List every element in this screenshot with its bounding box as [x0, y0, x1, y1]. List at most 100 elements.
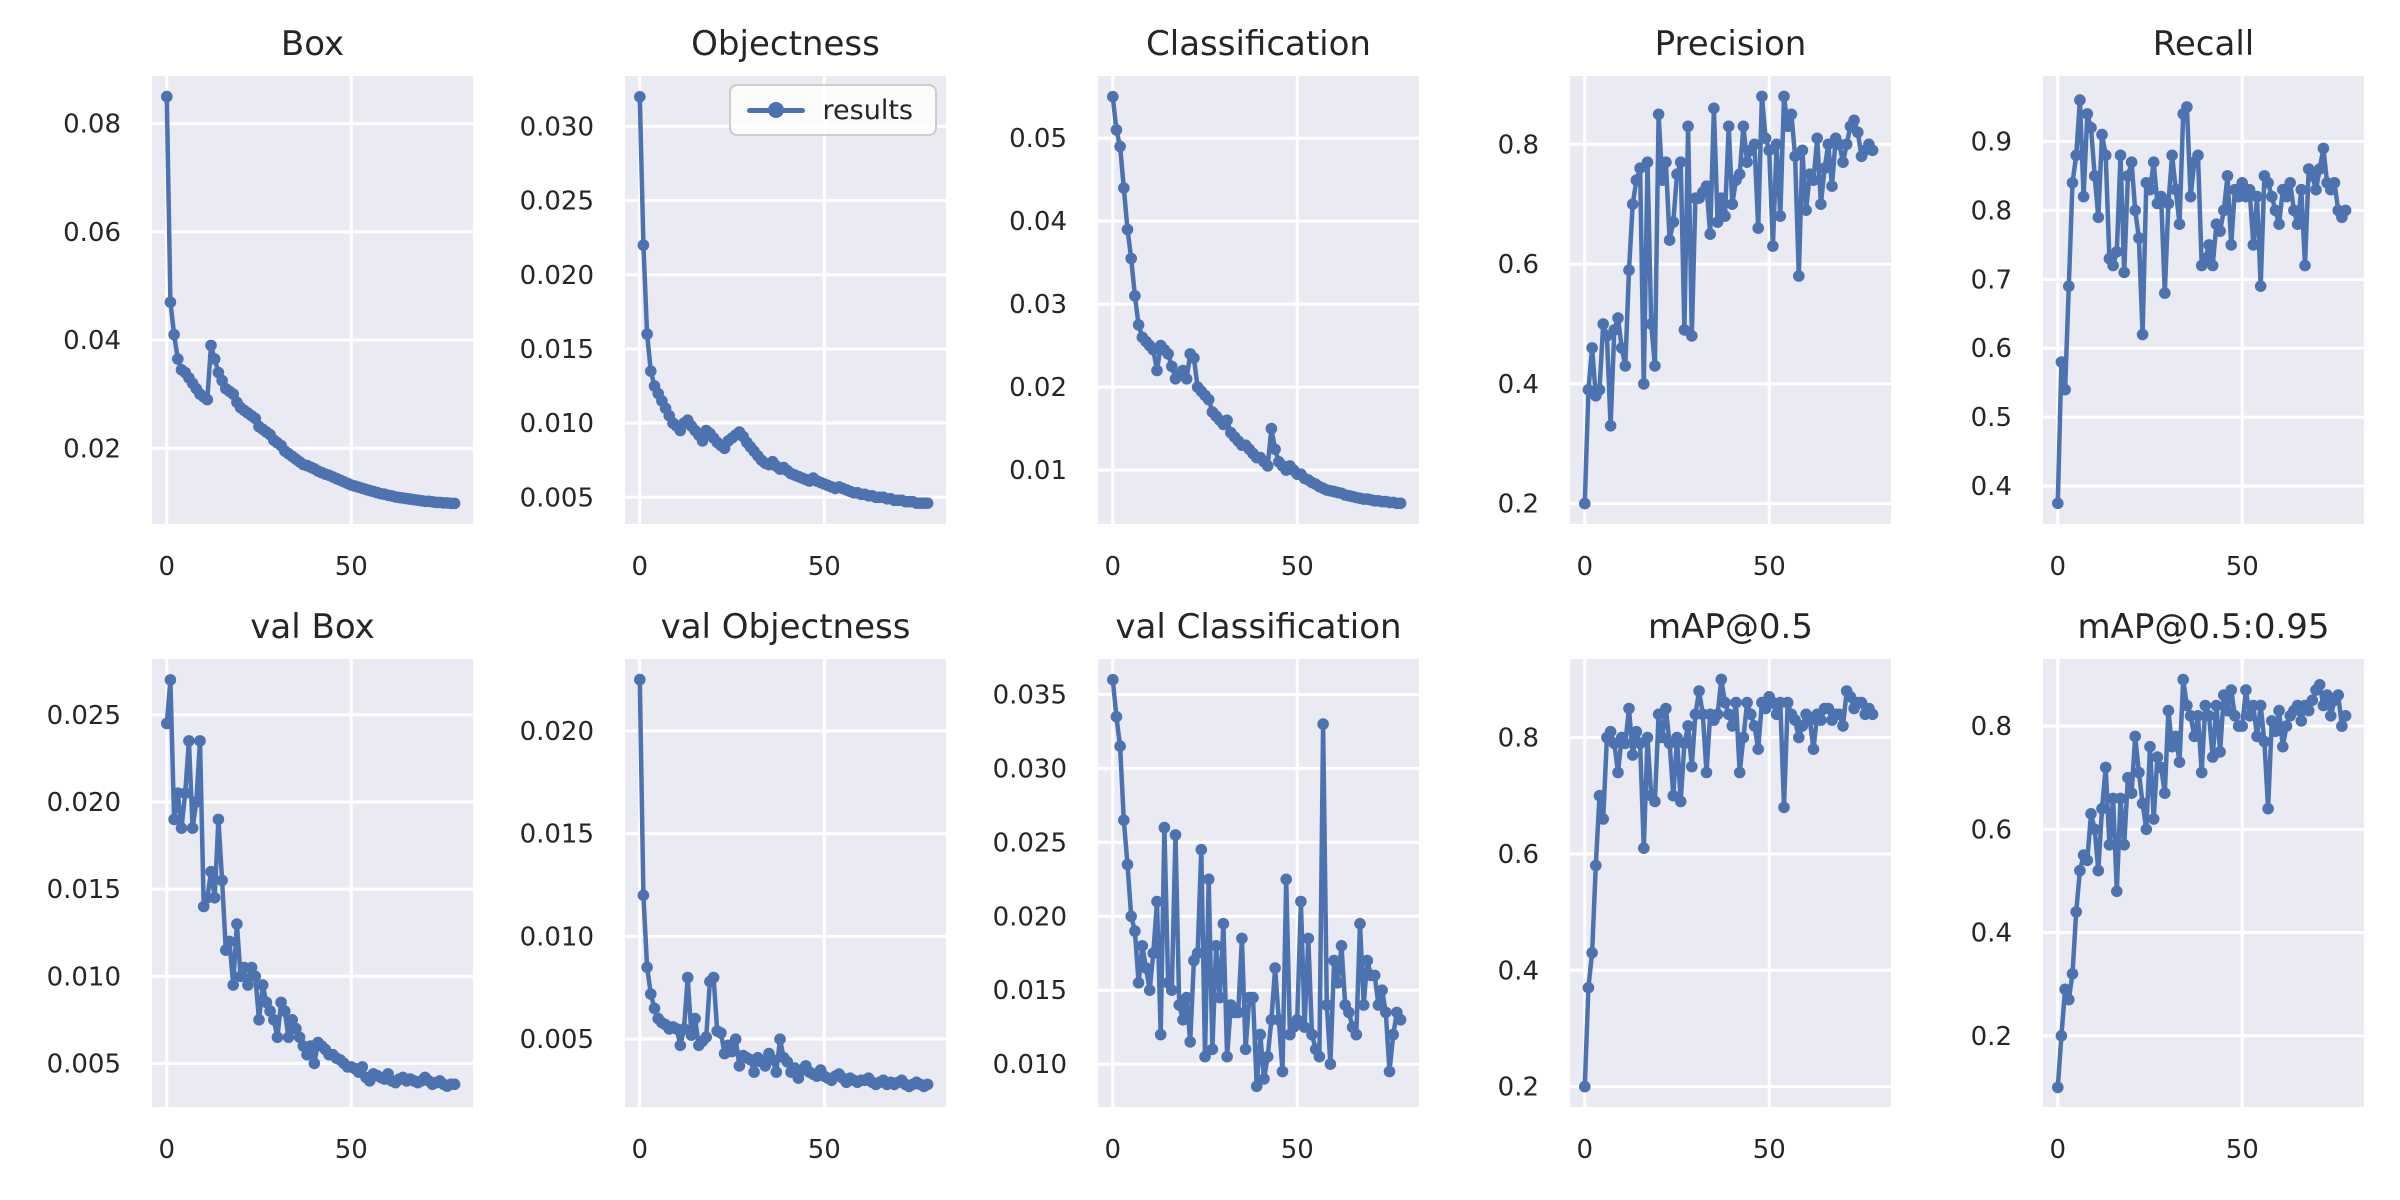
- series-markers: [161, 90, 461, 510]
- svg-text:0.6: 0.6: [1498, 840, 1539, 870]
- svg-text:0.4: 0.4: [1971, 472, 2012, 502]
- svg-text:0.2: 0.2: [1498, 490, 1539, 520]
- axes-background: [1098, 76, 1419, 524]
- gridlines: [625, 659, 946, 1107]
- chart-precision: 0.2 0.4 0.6 0.8 0 50: [1498, 76, 1891, 582]
- series-markers: [634, 673, 934, 1093]
- tick-labels: 0.02 0.04 0.06 0.08 0 50: [63, 110, 368, 582]
- axes-background: [625, 76, 946, 524]
- legend: results: [728, 84, 937, 136]
- axes-background: [152, 76, 473, 524]
- svg-text:0.2: 0.2: [1971, 1022, 2012, 1052]
- tick-labels: 0.005 0.010 0.015 0.020 0.025 0.030 0 50: [520, 112, 841, 582]
- svg-text:0.025: 0.025: [47, 701, 121, 731]
- svg-text:0.02: 0.02: [63, 434, 121, 464]
- chart-classification: 0.01 0.02 0.03 0.04 0.05 0 50: [1009, 76, 1419, 582]
- tick-labels: 0.005 0.010 0.015 0.020 0 50: [520, 717, 841, 1165]
- svg-text:0.6: 0.6: [1498, 250, 1539, 280]
- svg-text:50: 50: [1753, 1135, 1786, 1165]
- tick-labels: 0.005 0.010 0.015 0.020 0.025 0 50: [47, 701, 368, 1165]
- tick-labels: 0.2 0.4 0.6 0.8 0 50: [1498, 724, 1786, 1165]
- svg-text:0.6: 0.6: [1971, 815, 2012, 845]
- tick-labels: 0.2 0.4 0.6 0.8 0 50: [1971, 712, 2259, 1165]
- svg-text:0.020: 0.020: [520, 717, 594, 747]
- subplot-val-classification: val Classification 0.010 0.015 0.020 0.025 0…: [960, 583, 1440, 1183]
- svg-text:50: 50: [335, 1135, 368, 1165]
- svg-text:0.01: 0.01: [1009, 456, 1067, 486]
- svg-text:0.03: 0.03: [1009, 290, 1067, 320]
- subplot-title: val Box: [250, 607, 375, 647]
- svg-text:50: 50: [335, 552, 368, 582]
- svg-text:0.010: 0.010: [520, 409, 594, 439]
- svg-text:0.015: 0.015: [993, 976, 1067, 1006]
- svg-text:0.010: 0.010: [993, 1050, 1067, 1080]
- tick-labels: 0.010 0.015 0.020 0.025 0.030 0.035 0 50: [993, 680, 1314, 1165]
- svg-text:0.4: 0.4: [1971, 919, 2012, 949]
- svg-text:0.8: 0.8: [1498, 130, 1539, 160]
- series-markers: [1579, 90, 1879, 510]
- svg-text:0: 0: [1104, 1135, 1121, 1165]
- legend-dot-icon: [767, 102, 784, 118]
- subplot-classification: Classification 0.01 0.02 0.03 0.04 0.05 0 50: [960, 0, 1440, 600]
- svg-text:0.005: 0.005: [520, 1025, 594, 1055]
- tick-labels: 0.01 0.02 0.03 0.04 0.05 0 50: [1009, 124, 1314, 582]
- svg-text:0.8: 0.8: [1971, 712, 2012, 742]
- chart-map05: 0.2 0.4 0.6 0.8 0 50: [1498, 659, 1891, 1165]
- chart-val-objectness: 0.005 0.010 0.015 0.020 0 50: [520, 659, 946, 1165]
- axes-background: [2043, 76, 2364, 524]
- subplot-map05-095: mAP@0.5:0.95 0.2 0.4 0.6 0.8 0 50: [1905, 583, 2385, 1183]
- svg-text:0.030: 0.030: [520, 112, 594, 142]
- svg-text:50: 50: [1281, 1135, 1314, 1165]
- svg-text:0.02: 0.02: [1009, 373, 1067, 403]
- svg-text:0.05: 0.05: [1009, 124, 1067, 154]
- subplot-recall: Recall 0.4 0.5 0.6 0.7 0.8 0.9 0 50: [1905, 0, 2385, 600]
- legend-line-marker-icon: [746, 102, 805, 118]
- svg-text:0: 0: [158, 552, 175, 582]
- svg-text:0: 0: [1576, 552, 1593, 582]
- svg-text:0.08: 0.08: [63, 110, 121, 140]
- axes-background: [152, 659, 473, 1107]
- svg-text:0.025: 0.025: [993, 828, 1067, 858]
- svg-text:50: 50: [2226, 1135, 2259, 1165]
- svg-text:0.030: 0.030: [993, 754, 1067, 784]
- svg-text:0.8: 0.8: [1971, 196, 2012, 226]
- subplot-title: val Classification: [1115, 607, 1402, 647]
- svg-text:0: 0: [1576, 1135, 1593, 1165]
- svg-text:0: 0: [1104, 552, 1121, 582]
- series-markers: [2052, 673, 2352, 1094]
- svg-text:0.7: 0.7: [1971, 265, 2012, 295]
- svg-text:50: 50: [808, 1135, 841, 1165]
- subplot-title: Precision: [1654, 24, 1807, 64]
- svg-text:0.020: 0.020: [993, 902, 1067, 932]
- chart-map05-095: 0.2 0.4 0.6 0.8 0 50: [1971, 659, 2364, 1165]
- svg-text:0.2: 0.2: [1498, 1073, 1539, 1103]
- subplot-val-box: val Box 0.005 0.010 0.015 0.020 0.025 0 50: [14, 583, 494, 1183]
- svg-text:0.4: 0.4: [1498, 956, 1539, 986]
- subplot-title: Box: [280, 24, 345, 64]
- svg-text:0.04: 0.04: [63, 326, 121, 356]
- svg-text:50: 50: [1753, 552, 1786, 582]
- legend-label: results: [822, 94, 913, 126]
- svg-text:50: 50: [808, 552, 841, 582]
- svg-text:0.015: 0.015: [520, 335, 594, 365]
- svg-text:0.04: 0.04: [1009, 207, 1067, 237]
- series-markers: [2052, 94, 2352, 510]
- svg-text:0.015: 0.015: [520, 820, 594, 850]
- subplot-title: Recall: [2152, 24, 2255, 64]
- svg-text:50: 50: [2226, 552, 2259, 582]
- subplot-title: Classification: [1146, 24, 1371, 64]
- gridlines: [1098, 76, 1419, 524]
- subplot-objectness: Objectness 0.005 0.010 0.015 0.020 0.025 0.03…: [487, 0, 967, 600]
- svg-text:0: 0: [2049, 1135, 2066, 1165]
- svg-text:0.015: 0.015: [47, 875, 121, 905]
- gridlines: [1570, 659, 1891, 1107]
- series-markers: [1107, 673, 1407, 1093]
- series-markers: [1107, 90, 1407, 510]
- svg-text:0.4: 0.4: [1498, 370, 1539, 400]
- svg-text:0: 0: [158, 1135, 175, 1165]
- svg-text:0.005: 0.005: [47, 1049, 121, 1079]
- subplot-title: mAP@0.5: [1648, 607, 1813, 647]
- subplot-title: Objectness: [691, 24, 880, 64]
- subplot-title: val Objectness: [660, 607, 911, 647]
